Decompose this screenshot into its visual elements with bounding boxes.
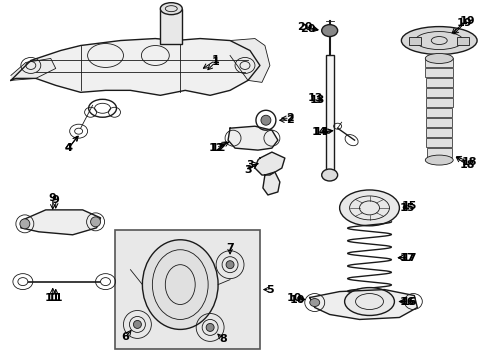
Ellipse shape bbox=[321, 24, 337, 37]
Text: 19: 19 bbox=[455, 18, 471, 28]
Text: 15: 15 bbox=[401, 201, 416, 211]
Polygon shape bbox=[11, 39, 260, 95]
Bar bbox=[425, 58, 452, 67]
Ellipse shape bbox=[90, 217, 101, 227]
Text: 18: 18 bbox=[461, 157, 476, 167]
Text: 13: 13 bbox=[307, 93, 323, 103]
Ellipse shape bbox=[344, 288, 394, 315]
Text: 12: 12 bbox=[208, 143, 224, 153]
Text: 17: 17 bbox=[401, 253, 416, 263]
Text: 7: 7 bbox=[226, 243, 233, 253]
Bar bbox=[426, 128, 451, 137]
Bar bbox=[425, 78, 452, 87]
Text: 13: 13 bbox=[309, 95, 325, 105]
Bar bbox=[425, 108, 451, 117]
Text: 9: 9 bbox=[52, 195, 60, 205]
Text: 4: 4 bbox=[64, 143, 73, 153]
Bar bbox=[425, 88, 452, 97]
Text: 11: 11 bbox=[48, 293, 63, 302]
Polygon shape bbox=[21, 210, 101, 235]
Text: 5: 5 bbox=[265, 284, 273, 294]
Text: 14: 14 bbox=[313, 127, 329, 137]
Ellipse shape bbox=[321, 169, 337, 181]
Text: 16: 16 bbox=[399, 297, 414, 306]
Bar bbox=[325, 55, 333, 175]
Ellipse shape bbox=[142, 240, 218, 329]
Ellipse shape bbox=[425, 155, 452, 165]
Text: 12: 12 bbox=[210, 143, 225, 153]
Ellipse shape bbox=[425, 54, 452, 63]
Ellipse shape bbox=[101, 278, 110, 285]
Bar bbox=[115, 230, 260, 349]
Text: 15: 15 bbox=[399, 203, 414, 213]
Text: 4: 4 bbox=[64, 143, 73, 153]
Polygon shape bbox=[227, 126, 277, 150]
Text: 3: 3 bbox=[245, 160, 253, 170]
Ellipse shape bbox=[225, 261, 234, 269]
Bar bbox=[426, 148, 451, 157]
Text: 9: 9 bbox=[49, 193, 57, 203]
Text: 2: 2 bbox=[285, 115, 293, 125]
Polygon shape bbox=[309, 289, 416, 319]
Text: 19: 19 bbox=[458, 15, 474, 26]
Bar bbox=[426, 118, 451, 127]
Polygon shape bbox=[11, 58, 56, 80]
Text: 17: 17 bbox=[399, 253, 414, 263]
Bar bbox=[160, 9, 182, 44]
Text: 10: 10 bbox=[286, 293, 302, 302]
Ellipse shape bbox=[133, 320, 141, 328]
Text: 20: 20 bbox=[300, 24, 315, 33]
Text: 16: 16 bbox=[401, 297, 416, 306]
Ellipse shape bbox=[401, 27, 476, 54]
Text: 10: 10 bbox=[289, 294, 305, 305]
Polygon shape bbox=[254, 152, 285, 175]
Text: 6: 6 bbox=[122, 332, 129, 342]
Text: 18: 18 bbox=[458, 160, 474, 170]
Bar bbox=[408, 37, 421, 45]
Polygon shape bbox=[229, 39, 269, 82]
Text: 14: 14 bbox=[311, 127, 327, 137]
Bar bbox=[425, 98, 452, 107]
Ellipse shape bbox=[18, 278, 28, 285]
Text: 1: 1 bbox=[211, 55, 219, 66]
Ellipse shape bbox=[206, 323, 214, 332]
Ellipse shape bbox=[20, 219, 30, 229]
Text: 3: 3 bbox=[244, 165, 251, 175]
Text: 2: 2 bbox=[285, 113, 293, 123]
Text: 20: 20 bbox=[297, 22, 312, 32]
Ellipse shape bbox=[261, 115, 270, 125]
Text: 8: 8 bbox=[219, 334, 226, 345]
Bar bbox=[456, 37, 468, 45]
Ellipse shape bbox=[160, 3, 182, 15]
Ellipse shape bbox=[309, 298, 319, 306]
Bar bbox=[425, 68, 452, 77]
Text: 11: 11 bbox=[45, 293, 61, 302]
Polygon shape bbox=[263, 172, 279, 195]
Bar bbox=[426, 138, 451, 147]
Ellipse shape bbox=[339, 190, 399, 226]
Text: 1: 1 bbox=[211, 58, 219, 67]
